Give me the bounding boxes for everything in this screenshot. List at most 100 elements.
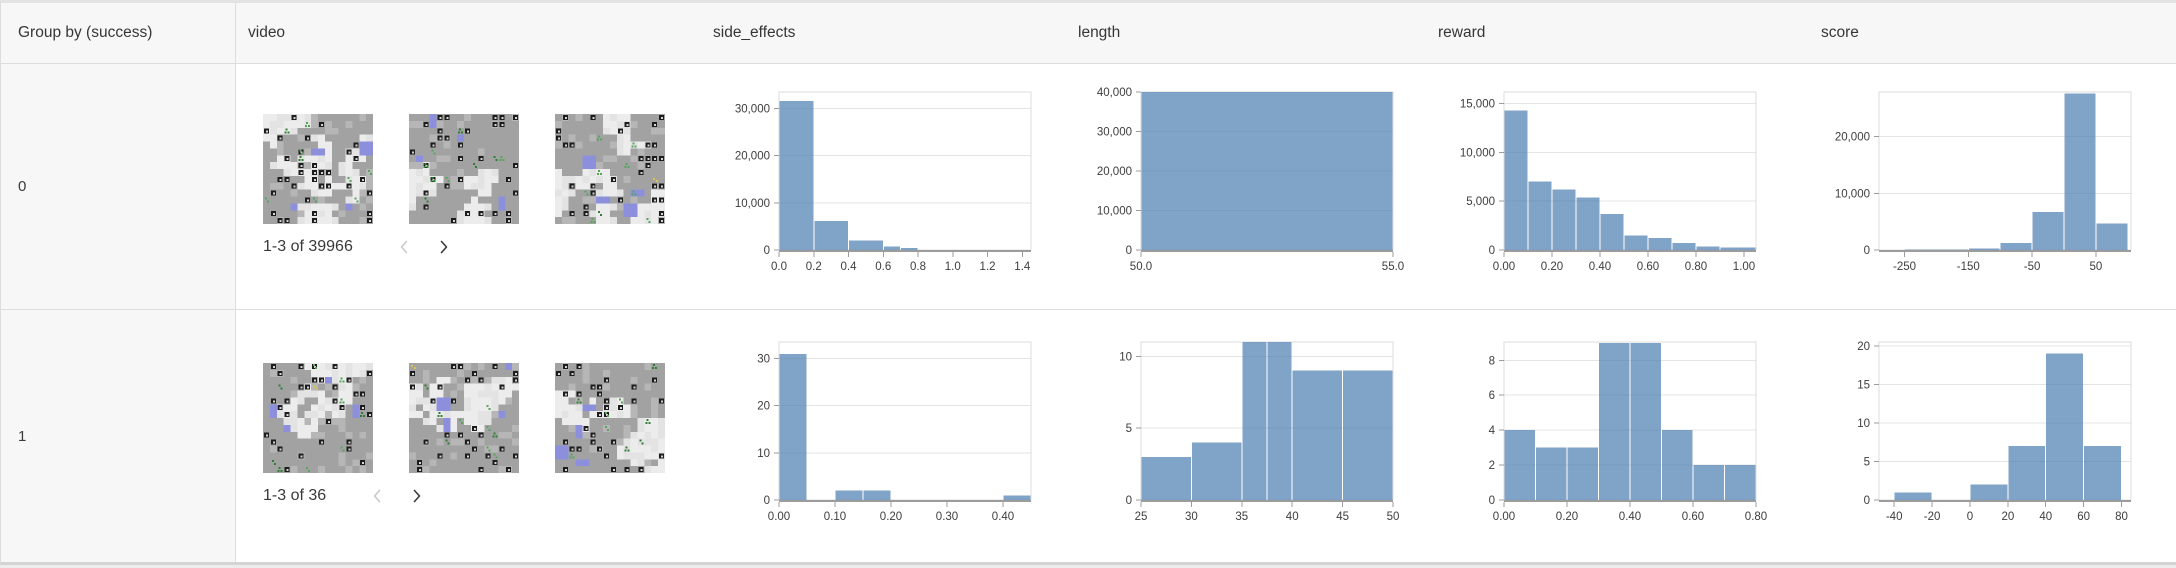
svg-text:10,000: 10,000 bbox=[1097, 206, 1132, 218]
chevron-right-icon bbox=[413, 489, 421, 503]
svg-text:0: 0 bbox=[1488, 495, 1494, 507]
svg-text:0.6: 0.6 bbox=[875, 261, 891, 273]
svg-text:0: 0 bbox=[1126, 495, 1132, 507]
svg-text:1.0: 1.0 bbox=[944, 261, 960, 273]
pagination-label: 1-3 of 36 bbox=[263, 487, 327, 504]
video-cell: 1-3 of 39966 bbox=[236, 64, 701, 309]
column-header-video[interactable]: video bbox=[248, 24, 286, 41]
svg-text:-20: -20 bbox=[1923, 511, 1940, 523]
reward-cell: 0.00 0.20 0.40 0.60 0.80 1.00 0 5,000 10,000 15,0… bbox=[1426, 64, 1791, 309]
length-cell: 25 30 35 40 45 50 0 5 10 bbox=[1066, 310, 1426, 562]
svg-text:2: 2 bbox=[1488, 460, 1494, 472]
column-header-group-by[interactable]: Group by (success) bbox=[1, 3, 236, 63]
histogram-length[interactable]: 25 30 35 40 45 50 0 5 10 bbox=[1085, 333, 1407, 530]
svg-text:0.60: 0.60 bbox=[1636, 261, 1658, 273]
svg-text:60: 60 bbox=[2077, 511, 2090, 523]
score-cell: -250 -150 -50 50 0 10,000 20,000 bbox=[1791, 64, 2176, 309]
video-pagination: 1-3 of 39966 bbox=[263, 236, 701, 258]
table-header-row: Group by (success) video side_effects le… bbox=[1, 3, 2176, 64]
svg-text:25: 25 bbox=[1135, 511, 1148, 523]
svg-text:10,000: 10,000 bbox=[734, 198, 769, 210]
chevron-right-icon bbox=[440, 240, 448, 254]
video-prev-button bbox=[393, 236, 415, 258]
svg-text:10: 10 bbox=[1857, 418, 1870, 430]
reward-cell: 0.00 0.20 0.40 0.60 0.80 0 2 4 6 8 bbox=[1426, 310, 1791, 562]
column-header-score[interactable]: score bbox=[1821, 24, 1859, 41]
svg-text:20: 20 bbox=[757, 401, 770, 413]
video-next-button[interactable] bbox=[433, 236, 455, 258]
histogram-side-effects[interactable]: 0.00 0.10 0.20 0.30 0.40 0 10 20 30 bbox=[723, 333, 1045, 530]
histogram-reward[interactable]: 0.00 0.20 0.40 0.60 0.80 0 2 4 6 8 bbox=[1448, 333, 1770, 530]
svg-text:0.80: 0.80 bbox=[1684, 261, 1706, 273]
svg-text:0: 0 bbox=[1966, 511, 1972, 523]
histogram-score[interactable]: -250 -150 -50 50 0 10,000 20,000 bbox=[1823, 83, 2145, 280]
svg-text:0.20: 0.20 bbox=[1555, 511, 1577, 523]
svg-text:0.4: 0.4 bbox=[840, 261, 857, 273]
svg-text:0: 0 bbox=[1863, 495, 1869, 507]
histogram-length[interactable]: 50.0 55.0 0 10,000 20,000 30,000 40,000 bbox=[1085, 83, 1407, 280]
svg-text:0.80: 0.80 bbox=[1744, 511, 1766, 523]
svg-text:0: 0 bbox=[1488, 245, 1494, 257]
histogram-side-effects[interactable]: 0.0 0.2 0.4 0.6 0.8 1.0 1.2 1.4 0 10,000 20,000 30,… bbox=[723, 83, 1045, 280]
svg-text:55.0: 55.0 bbox=[1382, 261, 1404, 273]
svg-text:6: 6 bbox=[1488, 390, 1494, 402]
video-thumbnail[interactable] bbox=[409, 363, 519, 473]
svg-text:20: 20 bbox=[1857, 341, 1870, 353]
svg-text:30,000: 30,000 bbox=[1097, 127, 1132, 139]
video-thumbnail[interactable] bbox=[263, 363, 373, 473]
svg-text:5: 5 bbox=[1126, 423, 1132, 435]
svg-text:0.2: 0.2 bbox=[805, 261, 821, 273]
svg-text:0: 0 bbox=[763, 245, 769, 257]
length-cell: 50.0 55.0 0 10,000 20,000 30,000 40,000 bbox=[1066, 64, 1426, 309]
video-thumbnail[interactable] bbox=[555, 363, 665, 473]
svg-text:0.00: 0.00 bbox=[1492, 511, 1514, 523]
column-header-side-effects[interactable]: side_effects bbox=[713, 24, 796, 41]
svg-text:45: 45 bbox=[1336, 511, 1349, 523]
svg-text:0.8: 0.8 bbox=[910, 261, 926, 273]
svg-text:0.00: 0.00 bbox=[767, 511, 789, 523]
video-pagination: 1-3 of 36 bbox=[263, 485, 701, 507]
svg-text:30: 30 bbox=[757, 354, 770, 366]
svg-text:50: 50 bbox=[2089, 261, 2102, 273]
column-header-reward[interactable]: reward bbox=[1438, 24, 1486, 41]
svg-text:1.00: 1.00 bbox=[1732, 261, 1754, 273]
chevron-left-icon bbox=[400, 240, 408, 254]
svg-text:15: 15 bbox=[1857, 379, 1870, 391]
svg-text:0.00: 0.00 bbox=[1492, 261, 1514, 273]
table-row-group-1: 1 1-3 of 36 0.00 0.10 0.20 0.3 bbox=[1, 310, 2176, 562]
group-value-cell: 0 bbox=[1, 64, 236, 309]
svg-text:0.40: 0.40 bbox=[1588, 261, 1610, 273]
svg-text:0.10: 0.10 bbox=[823, 511, 845, 523]
svg-text:20,000: 20,000 bbox=[734, 151, 769, 163]
svg-text:0: 0 bbox=[763, 495, 769, 507]
svg-text:10,000: 10,000 bbox=[1459, 147, 1494, 159]
svg-text:40: 40 bbox=[1286, 511, 1299, 523]
pagination-label: 1-3 of 39966 bbox=[263, 238, 353, 255]
chevron-left-icon bbox=[373, 489, 381, 503]
svg-text:35: 35 bbox=[1235, 511, 1248, 523]
svg-text:8: 8 bbox=[1488, 355, 1494, 367]
svg-text:10: 10 bbox=[1119, 351, 1132, 363]
video-next-button[interactable] bbox=[406, 485, 428, 507]
video-thumbnail[interactable] bbox=[263, 114, 373, 224]
svg-text:0: 0 bbox=[1126, 245, 1132, 257]
svg-text:40,000: 40,000 bbox=[1097, 87, 1132, 99]
svg-text:0: 0 bbox=[1863, 245, 1869, 257]
svg-text:0.40: 0.40 bbox=[1618, 511, 1640, 523]
column-header-length[interactable]: length bbox=[1078, 24, 1121, 41]
svg-text:1.4: 1.4 bbox=[1014, 261, 1031, 273]
svg-text:4: 4 bbox=[1488, 425, 1495, 437]
video-thumbnail[interactable] bbox=[555, 114, 665, 224]
svg-text:80: 80 bbox=[2115, 511, 2128, 523]
svg-text:20,000: 20,000 bbox=[1097, 166, 1132, 178]
svg-text:-40: -40 bbox=[1885, 511, 1902, 523]
svg-text:0.0: 0.0 bbox=[771, 261, 787, 273]
histogram-score[interactable]: -40 -20 0 20 40 60 80 0 5 10 15 20 bbox=[1823, 333, 2145, 530]
svg-text:5: 5 bbox=[1863, 456, 1869, 468]
side-effects-cell: 0.0 0.2 0.4 0.6 0.8 1.0 1.2 1.4 0 10,000 20,000 30,… bbox=[701, 64, 1066, 309]
video-cell: 1-3 of 36 bbox=[236, 310, 701, 562]
video-thumbnail[interactable] bbox=[409, 114, 519, 224]
score-cell: -40 -20 0 20 40 60 80 0 5 10 15 20 bbox=[1791, 310, 2176, 562]
group-value: 1 bbox=[18, 427, 27, 445]
histogram-reward[interactable]: 0.00 0.20 0.40 0.60 0.80 1.00 0 5,000 10,000 15,0… bbox=[1448, 83, 1770, 280]
